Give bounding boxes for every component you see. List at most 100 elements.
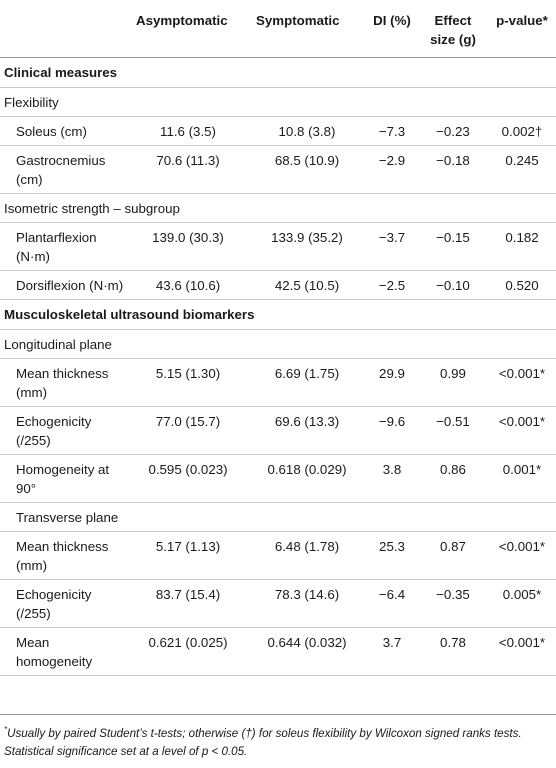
- empty-cell: [248, 502, 366, 532]
- asymptomatic-value: 77.0 (15.7): [128, 406, 248, 455]
- table-row: Echogenicity (/255) 83.7 (15.4) 78.3 (14.6…: [0, 579, 556, 628]
- effect-size-value: −0.51: [418, 406, 488, 455]
- effect-size-value: −0.35: [418, 579, 488, 628]
- p-value: 0.245: [488, 145, 556, 194]
- empty-cell: [128, 502, 248, 532]
- table-body: Clinical measures Flexibility Soleus (cm) 1…: [0, 57, 556, 676]
- symptomatic-value: 42.5 (10.5): [248, 270, 366, 300]
- asymptomatic-value: 11.6 (3.5): [128, 116, 248, 146]
- di-value: −2.5: [366, 270, 418, 300]
- di-value: −2.9: [366, 145, 418, 194]
- table-row: Soleus (cm) 11.6 (3.5) 10.8 (3.8) −7.3 −0.23…: [0, 116, 556, 146]
- symptomatic-value: 69.6 (13.3): [248, 406, 366, 455]
- subgroup-label: Transverse plane: [0, 502, 128, 532]
- p-value: 0.520: [488, 270, 556, 300]
- row-label: Echogenicity (/255): [0, 579, 128, 628]
- effect-size-value: −0.10: [418, 270, 488, 300]
- asymptomatic-value: 0.595 (0.023): [128, 454, 248, 503]
- symptomatic-value: 78.3 (14.6): [248, 579, 366, 628]
- table-row: Mean thickness (mm) 5.17 (1.13) 6.48 (1.78…: [0, 531, 556, 580]
- symptomatic-value: 133.9 (35.2): [248, 222, 366, 271]
- p-value: 0.005*: [488, 579, 556, 628]
- row-label: Mean homogeneity: [0, 627, 128, 676]
- di-value: −6.4: [366, 579, 418, 628]
- row-label: Gastrocnemius (cm): [0, 145, 128, 194]
- effect-size-value: −0.15: [418, 222, 488, 271]
- table-row: Homogeneity at 90° 0.595 (0.023) 0.618 (0.…: [0, 454, 556, 503]
- table-row: Mean homogeneity 0.621 (0.025) 0.644 (0.03…: [0, 627, 556, 676]
- empty-cell: [418, 502, 488, 532]
- table-row: Echogenicity (/255) 77.0 (15.7) 69.6 (13.3…: [0, 406, 556, 455]
- header-effect-size: Effect size (g): [418, 0, 488, 58]
- table-row: Gastrocnemius (cm) 70.6 (11.3) 68.5 (10.9)…: [0, 145, 556, 194]
- di-value: 3.8: [366, 454, 418, 503]
- symptomatic-value: 10.8 (3.8): [248, 116, 366, 146]
- di-value: −7.3: [366, 116, 418, 146]
- symptomatic-value: 6.69 (1.75): [248, 358, 366, 407]
- header-asymptomatic: Asymptomatic: [128, 0, 248, 58]
- di-value: −9.6: [366, 406, 418, 455]
- p-value: <0.001*: [488, 358, 556, 407]
- asymptomatic-value: 5.17 (1.13): [128, 531, 248, 580]
- group-header-row: Flexibility: [0, 87, 556, 117]
- footnote-text: Usually by paired Student’s t-tests; oth…: [4, 726, 522, 758]
- header-measure: [0, 0, 128, 58]
- row-label: Echogenicity (/255): [0, 406, 128, 455]
- section-header-row: Clinical measures: [0, 57, 556, 88]
- section-label: Clinical measures: [0, 57, 556, 88]
- row-label: Mean thickness (mm): [0, 531, 128, 580]
- effect-size-value: −0.23: [418, 116, 488, 146]
- empty-cell: [488, 502, 556, 532]
- empty-cell: [366, 502, 418, 532]
- di-value: 29.9: [366, 358, 418, 407]
- p-value: <0.001*: [488, 531, 556, 580]
- asymptomatic-value: 83.7 (15.4): [128, 579, 248, 628]
- symptomatic-value: 6.48 (1.78): [248, 531, 366, 580]
- di-value: −3.7: [366, 222, 418, 271]
- group-label: Longitudinal plane: [0, 329, 556, 359]
- header-symptomatic: Symptomatic: [248, 0, 366, 58]
- asymptomatic-value: 139.0 (30.3): [128, 222, 248, 271]
- effect-size-value: 0.86: [418, 454, 488, 503]
- di-value: 3.7: [366, 627, 418, 676]
- group-label: Flexibility: [0, 87, 556, 117]
- table-row: Mean thickness (mm) 5.15 (1.30) 6.69 (1.75…: [0, 358, 556, 407]
- results-table: Asymptomatic Symptomatic DI (%) Effect s…: [0, 0, 556, 676]
- asymptomatic-value: 70.6 (11.3): [128, 145, 248, 194]
- symptomatic-value: 68.5 (10.9): [248, 145, 366, 194]
- header-p-value: p-value*: [488, 0, 556, 58]
- subgroup-header-row: Transverse plane: [0, 502, 556, 532]
- row-label: Soleus (cm): [0, 116, 128, 146]
- group-label: Isometric strength – subgroup: [0, 193, 556, 223]
- p-value: <0.001*: [488, 406, 556, 455]
- header-di: DI (%): [366, 0, 418, 58]
- section-header-row: Musculoskeletal ultrasound biomarkers: [0, 299, 556, 330]
- asymptomatic-value: 0.621 (0.025): [128, 627, 248, 676]
- row-label: Dorsiflexion (N·m): [0, 270, 128, 300]
- table-footnote: *Usually by paired Student’s t-tests; ot…: [0, 714, 556, 761]
- effect-size-value: 0.99: [418, 358, 488, 407]
- section-label: Musculoskeletal ultrasound biomarkers: [0, 299, 556, 330]
- effect-size-value: 0.87: [418, 531, 488, 580]
- effect-size-value: −0.18: [418, 145, 488, 194]
- effect-size-value: 0.78: [418, 627, 488, 676]
- symptomatic-value: 0.644 (0.032): [248, 627, 366, 676]
- symptomatic-value: 0.618 (0.029): [248, 454, 366, 503]
- asymptomatic-value: 43.6 (10.6): [128, 270, 248, 300]
- row-label: Plantarflexion (N·m): [0, 222, 128, 271]
- p-value: 0.182: [488, 222, 556, 271]
- p-value: 0.002†: [488, 116, 556, 146]
- table-row: Plantarflexion (N·m) 139.0 (30.3) 133.9 (3…: [0, 222, 556, 271]
- di-value: 25.3: [366, 531, 418, 580]
- p-value: 0.001*: [488, 454, 556, 503]
- group-header-row: Isometric strength – subgroup: [0, 193, 556, 223]
- row-label: Homogeneity at 90°: [0, 454, 128, 503]
- table-row: Dorsiflexion (N·m) 43.6 (10.6) 42.5 (10.5)…: [0, 270, 556, 300]
- asymptomatic-value: 5.15 (1.30): [128, 358, 248, 407]
- footnote-mark: *: [4, 725, 8, 734]
- p-value: <0.001*: [488, 627, 556, 676]
- group-header-row: Longitudinal plane: [0, 329, 556, 359]
- header-row: Asymptomatic Symptomatic DI (%) Effect s…: [0, 0, 556, 58]
- row-label: Mean thickness (mm): [0, 358, 128, 407]
